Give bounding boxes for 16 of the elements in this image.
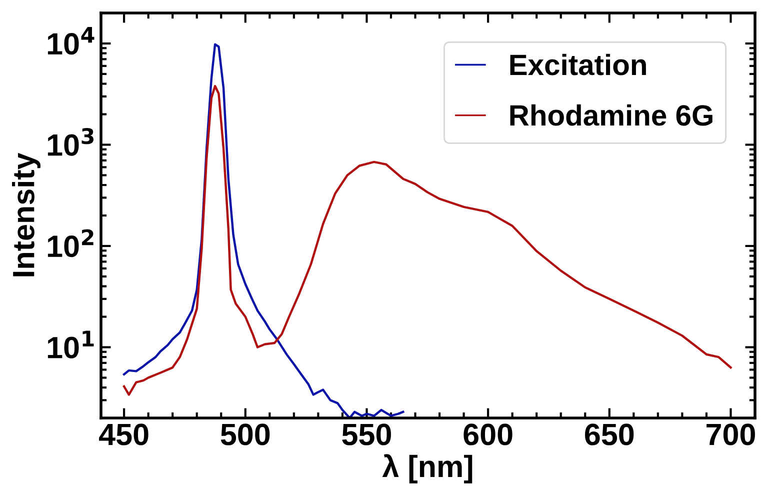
y-axis-title: Intensity xyxy=(12,152,40,276)
x-tick-label: 500 xyxy=(220,424,270,446)
x-tick-label: 650 xyxy=(585,424,634,446)
line-series xyxy=(122,43,404,418)
x-tick-label: 600 xyxy=(464,424,512,446)
y-tick-label: 10$^{1}$ xyxy=(48,330,94,358)
line-series xyxy=(122,84,732,396)
y-tick-label: 10$^{3}$ xyxy=(48,128,94,156)
x-axis-title: λ [nm] xyxy=(382,454,472,484)
legend-label: Excitation xyxy=(510,54,646,76)
y-tick-label: 10$^{4}$ xyxy=(48,27,94,55)
legend-label: Rhodamine 6G xyxy=(510,104,712,126)
y-tick-label: 10$^{2}$ xyxy=(48,229,94,258)
x-tick-label: 550 xyxy=(342,424,391,446)
x-tick-label: 700 xyxy=(706,424,755,446)
x-tick-label: 450 xyxy=(99,424,148,446)
